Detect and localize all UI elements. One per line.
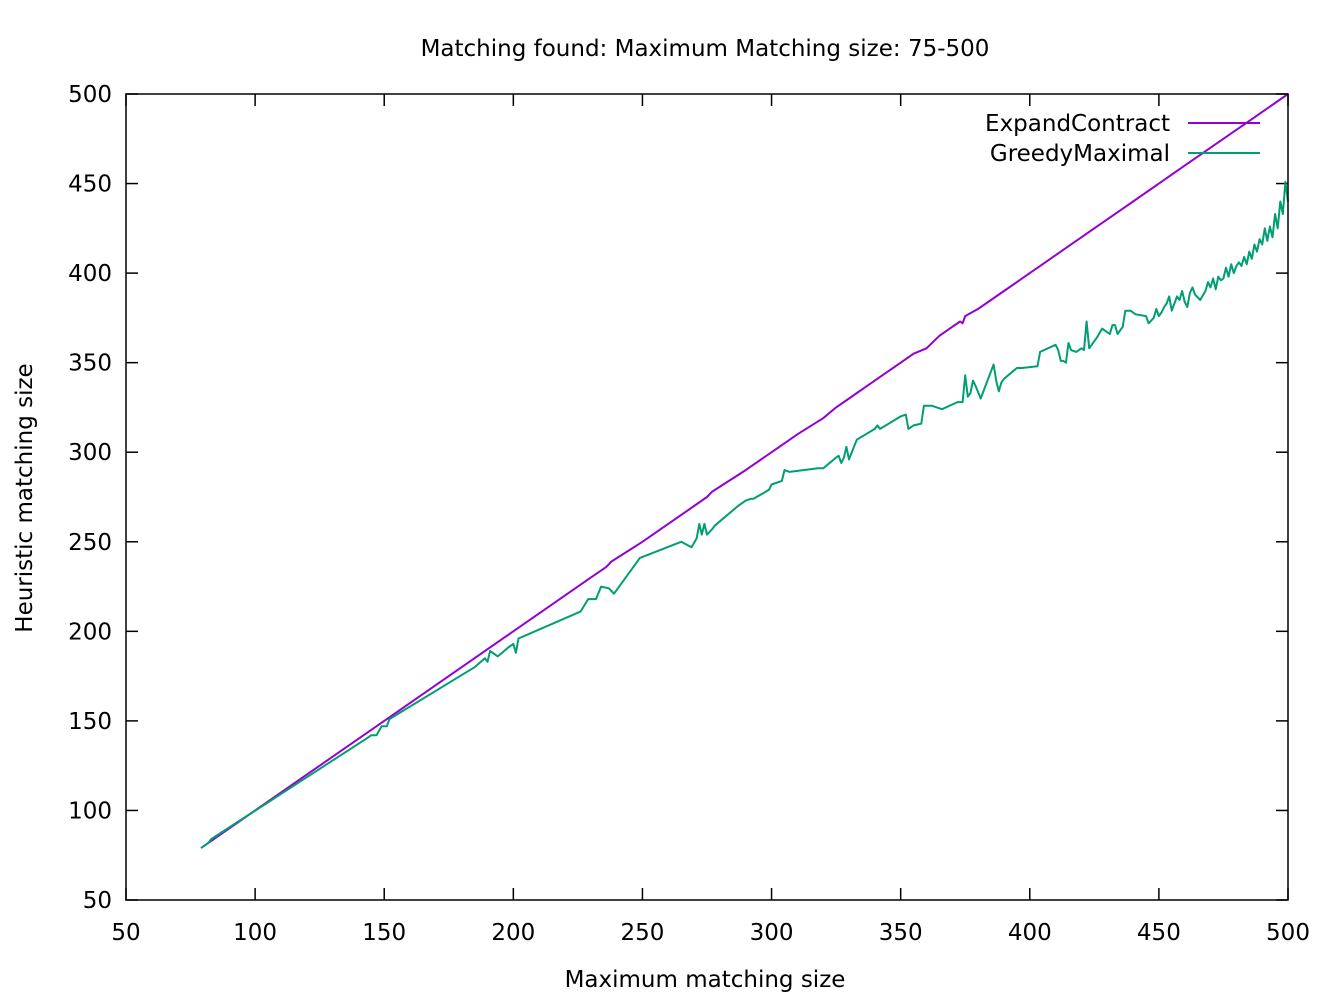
legend: ExpandContract GreedyMaximal bbox=[985, 111, 1260, 167]
x-tick-label: 200 bbox=[491, 920, 535, 946]
legend-label: GreedyMaximal bbox=[990, 141, 1170, 167]
x-tick-label: 450 bbox=[1137, 920, 1181, 946]
x-tick-label: 100 bbox=[233, 920, 277, 946]
plot-series bbox=[200, 93, 1289, 849]
x-tick-label: 150 bbox=[362, 920, 406, 946]
y-tick-label: 300 bbox=[68, 440, 112, 466]
y-tick-label: 500 bbox=[68, 82, 112, 108]
x-axis-label: Maximum matching size bbox=[565, 967, 846, 993]
x-tick-label: 500 bbox=[1266, 920, 1310, 946]
y-tick-label: 200 bbox=[68, 619, 112, 645]
y-tick-label: 250 bbox=[68, 530, 112, 556]
x-tick-label: 400 bbox=[1008, 920, 1052, 946]
y-tick-label: 100 bbox=[68, 798, 112, 824]
series-line-greedymaximal bbox=[200, 180, 1289, 849]
x-tick-label: 300 bbox=[750, 920, 794, 946]
y-tick-label: 350 bbox=[68, 351, 112, 377]
x-tick-label: 50 bbox=[111, 920, 140, 946]
plot-border bbox=[125, 93, 1289, 901]
x-tick-label: 250 bbox=[620, 920, 664, 946]
legend-label: ExpandContract bbox=[985, 111, 1170, 137]
chart-title: Matching found: Maximum Matching size: 7… bbox=[421, 36, 990, 62]
y-tick-label: 400 bbox=[68, 261, 112, 287]
y-axis-label: Heuristic matching size bbox=[12, 363, 38, 632]
series-line-expandcontract bbox=[202, 93, 1289, 848]
y-tick-label: 450 bbox=[68, 172, 112, 198]
x-tick-label: 350 bbox=[879, 920, 923, 946]
y-tick-label: 150 bbox=[68, 709, 112, 735]
y-tick-label: 50 bbox=[83, 888, 112, 914]
axis-ticks: 50 100 150 200 250 300 350 400 450 500 50 100 150 200… bbox=[68, 82, 1310, 946]
